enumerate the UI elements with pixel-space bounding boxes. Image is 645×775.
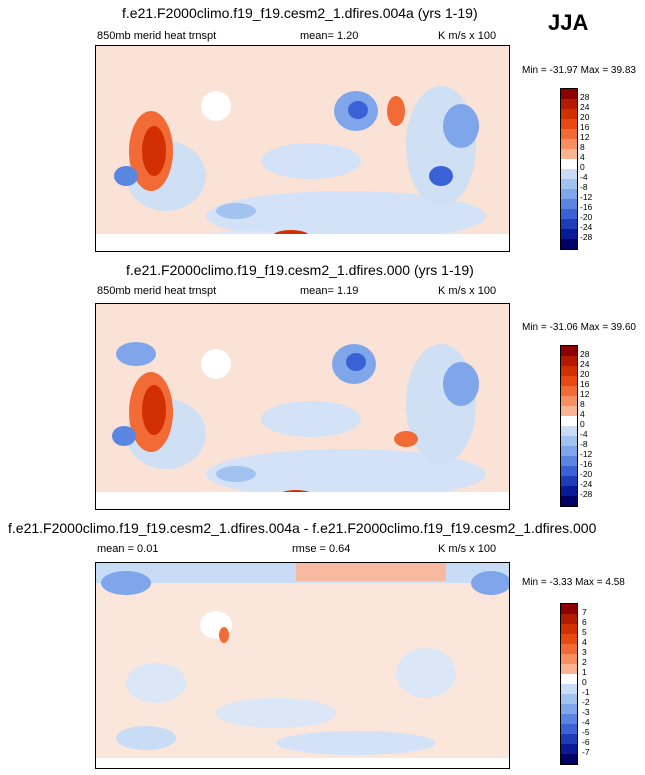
cbar-tick: -16 [580,202,593,212]
cbar-tick: 12 [580,389,590,399]
cbar-tick: -16 [580,459,593,469]
panel3-map [95,562,510,769]
cbar-tick: -8 [580,182,588,192]
panel1-title: f.e21.F2000climo.f19_f19.cesm2_1.dfires.… [122,5,478,21]
cbar-tick: 6 [582,617,587,627]
cbar-tick: -28 [580,489,593,499]
panel3-field [96,563,509,768]
cbar-tick: -1 [582,687,590,697]
panel3-colorbar-ticks: 7 6 5 4 3 2 1 0 -1 -2 -3 -4 -5 -6 -7 [582,607,590,757]
cbar-tick: -24 [580,479,593,489]
cbar-tick: 28 [580,92,590,102]
cbar-tick: -4 [580,429,588,439]
cbar-tick: 5 [582,627,587,637]
panel3-mean-label: mean = 0.01 [97,543,159,555]
cbar-tick: -8 [580,439,588,449]
panel3-colorbar [560,603,578,765]
cbar-tick: -24 [580,222,593,232]
panel1-minmax: Min = -31.97 Max = 39.83 [522,65,636,76]
cbar-tick: -28 [580,232,593,242]
panel1-colorbar-ticks: 28 24 20 16 12 8 4 0 -4 -8 -12 -16 -20 -24 -28 [580,92,592,242]
cbar-tick: 3 [582,647,587,657]
panel1-map [95,45,510,252]
cbar-tick: 4 [580,152,585,162]
panel2-field [96,342,509,509]
cbar-tick: -5 [582,727,590,737]
cbar-tick: 16 [580,379,590,389]
panel1-mean-label: mean= 1.20 [300,30,359,42]
cbar-tick: 20 [580,369,590,379]
panel2-title: f.e21.F2000climo.f19_f19.cesm2_1.dfires.… [126,262,474,278]
panel3-minmax: Min = -3.33 Max = 4.58 [522,577,625,588]
panel2-mean-label: mean= 1.19 [300,285,359,297]
cbar-tick: 24 [580,102,590,112]
panel2-colorbar-ticks: 28 24 20 16 12 8 4 0 -4 -8 -12 -16 -20 -24 -28 [580,349,592,499]
cbar-tick: 20 [580,112,590,122]
cbar-tick: -4 [580,172,588,182]
cbar-tick: -7 [582,747,590,757]
panel2-variable-label: 850mb merid heat trnspt [97,285,217,297]
cbar-tick: -4 [582,717,590,727]
panel3-rmse-label: rmse = 0.64 [292,543,351,555]
cbar-tick: 0 [580,419,585,429]
cbar-tick: -6 [582,737,590,747]
cbar-tick: 24 [580,359,590,369]
cbar-tick: 4 [582,637,587,647]
cbar-tick: -20 [580,212,593,222]
cbar-tick: 8 [580,399,585,409]
cbar-tick: 12 [580,132,590,142]
cbar-tick: -12 [580,192,593,202]
panel3-units-label: K m/s x 100 [438,543,497,555]
cbar-tick: -3 [582,707,590,717]
panel1-units-label: K m/s x 100 [438,30,497,42]
panel3-title: f.e21.F2000climo.f19_f19.cesm2_1.dfires.… [8,520,597,536]
cbar-tick: 0 [582,677,587,687]
cbar-tick: 0 [580,162,585,172]
cbar-tick: -20 [580,469,593,479]
cbar-tick: -2 [582,697,590,707]
cbar-tick: 4 [580,409,585,419]
panel1-variable-label: 850mb merid heat trnspt [97,30,217,42]
cbar-tick: 2 [582,657,587,667]
cbar-tick: 16 [580,122,590,132]
cbar-tick: 8 [580,142,585,152]
panel2-units-label: K m/s x 100 [438,285,497,297]
panel2-colorbar [560,345,578,507]
panel2-minmax: Min = -31.06 Max = 39.60 [522,322,636,333]
cbar-tick: 1 [582,667,587,677]
season-label: JJA [548,10,589,35]
cbar-tick: 28 [580,349,590,359]
cbar-tick: 7 [582,607,587,617]
panel1-field [96,86,509,251]
panel1-colorbar [560,88,578,250]
cbar-tick: -12 [580,449,593,459]
panel2-map [95,303,510,510]
